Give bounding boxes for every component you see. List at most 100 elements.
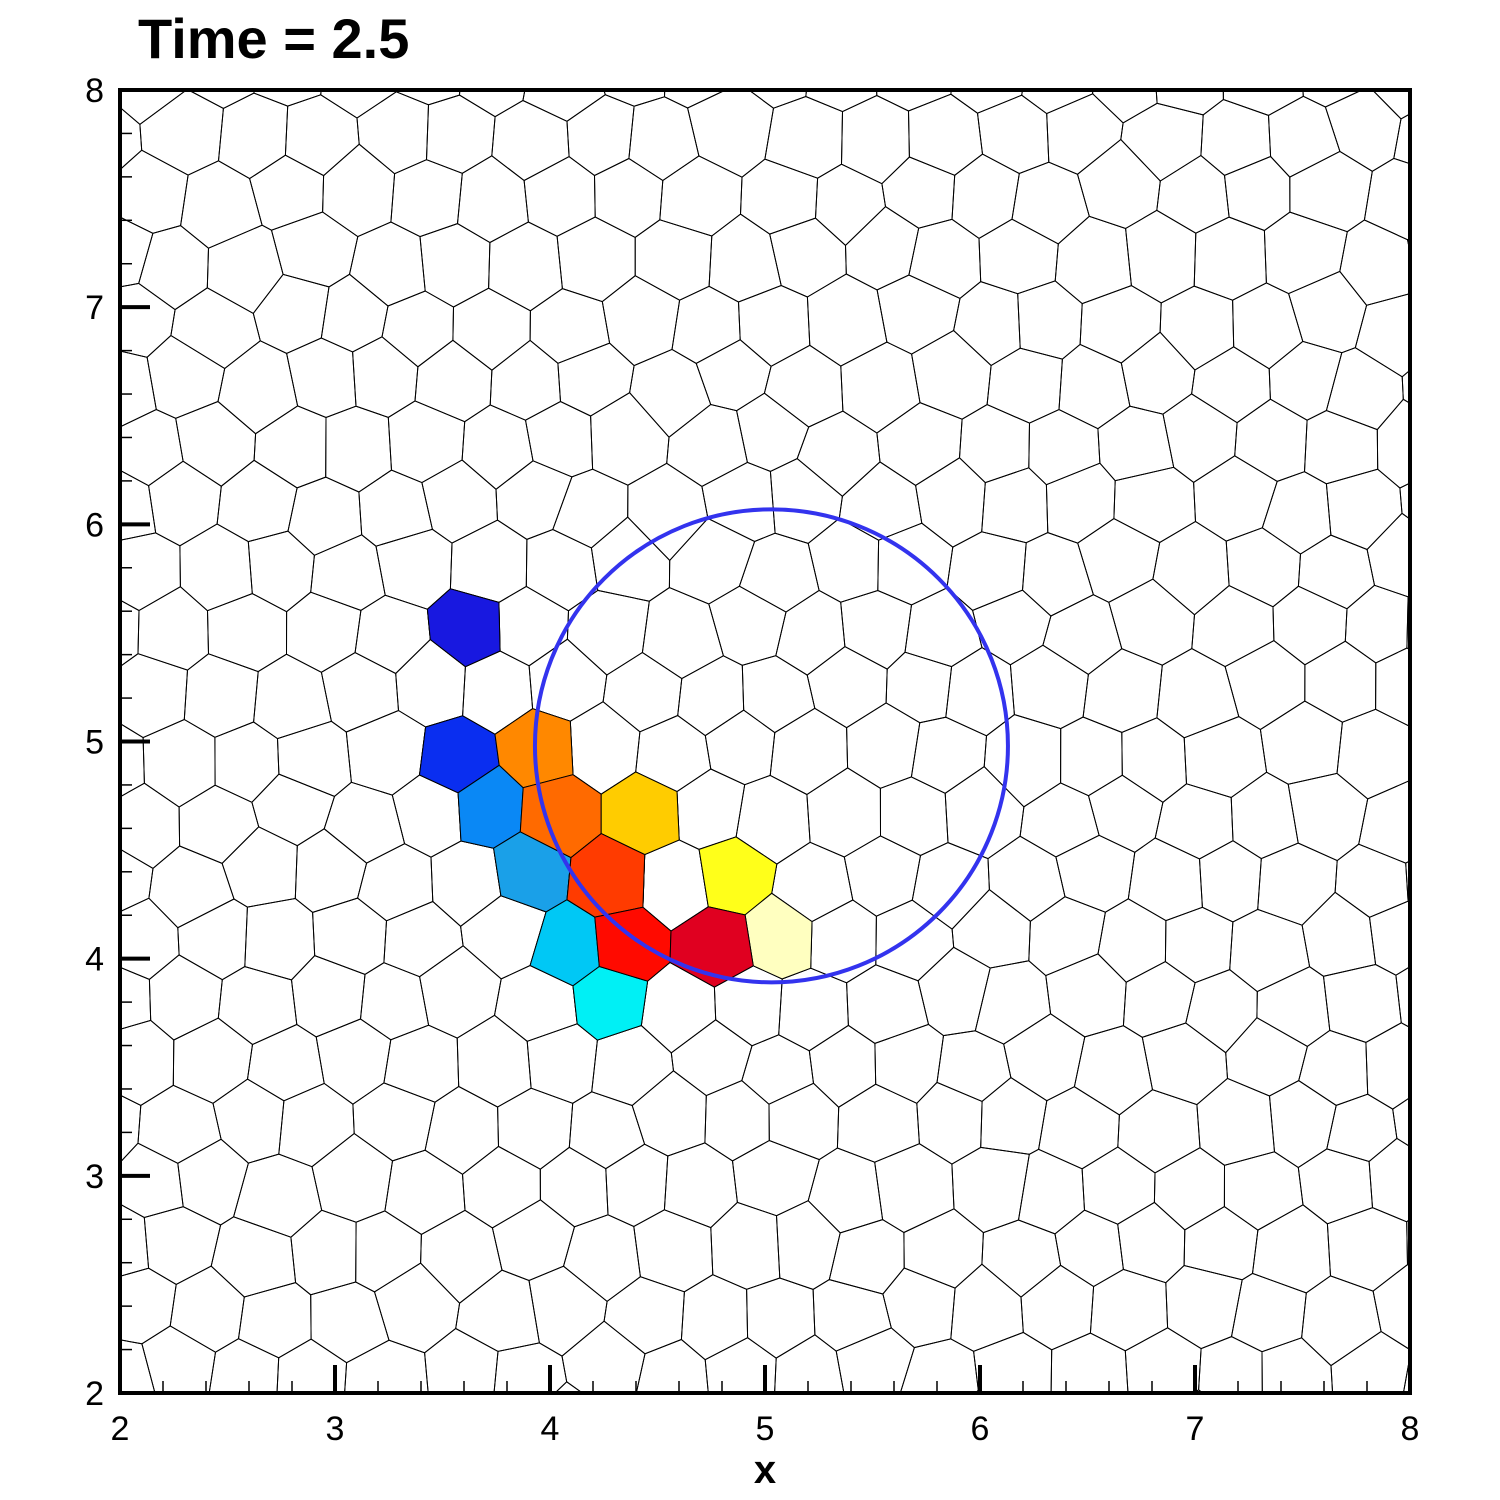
mesh-cell: [917, 946, 991, 1037]
mesh-cell: [1017, 280, 1083, 360]
reference-circle: [532, 507, 1010, 985]
mesh-cell: [1152, 520, 1230, 616]
mesh-cell: [325, 405, 393, 493]
x-tick-label: 4: [541, 1410, 560, 1448]
mesh-cell: [950, 1263, 1024, 1352]
mesh-cell: [1117, 1089, 1201, 1174]
mesh-cell: [119, 408, 184, 487]
x-tick-label: 5: [756, 1410, 775, 1448]
mesh-cell: [493, 1342, 568, 1394]
mesh-cell: [221, 826, 298, 908]
mesh-cell: [1183, 716, 1268, 799]
mesh-cell: [936, 1030, 1012, 1102]
mesh-cell: [1358, 780, 1411, 864]
mesh-cell: [1298, 1029, 1369, 1106]
mesh-cell: [119, 782, 181, 870]
mesh-cell: [359, 962, 430, 1041]
mesh-cell: [310, 1281, 390, 1364]
mesh-cell: [381, 290, 455, 368]
mesh-cell: [687, 89, 775, 178]
mesh-cell: [1156, 648, 1240, 739]
mesh-cell: [322, 143, 396, 238]
mesh-cell: [1334, 843, 1409, 918]
mesh-cell: [1322, 963, 1402, 1043]
mesh-cell: [278, 1082, 355, 1168]
mesh-cell: [294, 828, 368, 913]
mesh-cell: [635, 1338, 709, 1394]
mesh-cell: [139, 89, 224, 176]
mesh-cell: [315, 1018, 392, 1105]
mesh-cell: [137, 1084, 222, 1164]
mesh-cell: [1198, 1336, 1263, 1394]
mesh-cell: [522, 89, 606, 122]
mesh-cell: [456, 1014, 532, 1108]
mesh-cell: [1261, 1337, 1334, 1394]
mesh-cell: [497, 1087, 574, 1170]
mesh-cell: [556, 216, 636, 303]
mesh-cell: [1376, 398, 1411, 489]
mesh-cell: [1021, 532, 1095, 617]
mesh-cell: [253, 653, 332, 740]
mesh-cell: [774, 1334, 845, 1394]
mesh-cell: [1045, 953, 1127, 1038]
mesh-cell: [458, 89, 526, 118]
mesh-cell: [1077, 518, 1161, 603]
mesh-cell: [1073, 1025, 1154, 1116]
mesh-cell: [741, 655, 816, 734]
mesh-cell: [710, 1201, 781, 1290]
mesh-cell: [345, 709, 427, 796]
mesh-cell: [1122, 961, 1196, 1038]
mesh-cell: [148, 460, 222, 547]
y-tick-labels: 2 3 4 5 6 7 8: [85, 72, 104, 1413]
mesh-cell: [1108, 578, 1196, 666]
mesh-cell: [1121, 717, 1188, 803]
mesh-cell: [641, 587, 724, 680]
mesh-cell: [552, 468, 629, 549]
mesh-cell: [1393, 113, 1411, 165]
mesh-cell: [1028, 409, 1101, 486]
mesh-cell: [1193, 216, 1267, 301]
mesh-cell: [420, 1209, 503, 1304]
mesh-cell: [1268, 340, 1343, 421]
mesh-cell: [357, 843, 434, 922]
axis-ticks: [118, 88, 1412, 1395]
mesh-cell: [566, 589, 650, 676]
mesh-cell: [708, 213, 782, 303]
mesh-cell: [119, 89, 188, 126]
mesh-cell: [769, 458, 843, 544]
mesh-cell: [119, 897, 180, 980]
mesh-cell: [1232, 282, 1304, 370]
mesh-cell: [981, 467, 1049, 544]
mesh-cell: [701, 461, 776, 543]
plot-frame: [118, 88, 1412, 1395]
mesh-cell: [631, 1070, 707, 1157]
mesh-cell: [708, 585, 787, 666]
mesh-cell: [840, 589, 913, 670]
mesh-cell: [843, 835, 922, 917]
mesh-cell: [356, 91, 430, 175]
mesh-cell: [695, 339, 772, 412]
mesh-cell: [491, 99, 570, 182]
mesh-cell: [1154, 783, 1234, 860]
mesh-cell: [1375, 647, 1411, 728]
mesh-cell: [1395, 965, 1411, 1029]
mesh-cell: [951, 888, 1031, 969]
mesh-cell: [1372, 1264, 1411, 1351]
mesh-cell: [768, 1082, 840, 1161]
mesh-cell: [561, 1320, 646, 1394]
mesh-cell: [814, 163, 887, 247]
mesh-cell: [528, 1265, 608, 1357]
mesh-cell: [539, 1146, 609, 1228]
mesh-cell: [911, 842, 990, 930]
mesh-cell: [390, 159, 463, 238]
mesh-cell: [270, 211, 359, 288]
mesh-cell: [1120, 331, 1196, 415]
mesh-cell: [529, 288, 611, 364]
mesh-cell: [1164, 906, 1234, 984]
mesh-cell: [590, 392, 670, 486]
mesh-cell: [1268, 1080, 1337, 1169]
mesh-cell: [119, 599, 140, 668]
mesh-cell: [731, 1139, 820, 1217]
mesh-cell: [119, 848, 154, 913]
